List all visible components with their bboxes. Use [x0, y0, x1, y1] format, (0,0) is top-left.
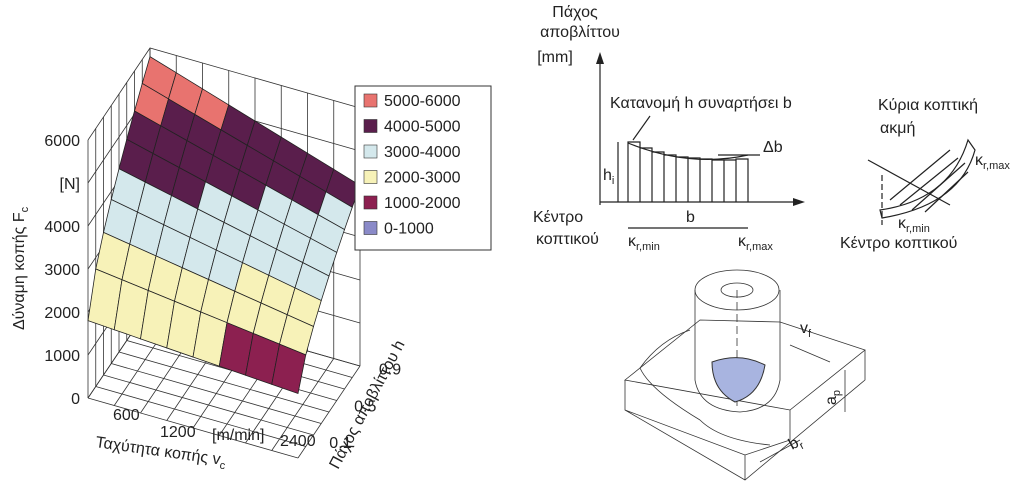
hi-label: hi — [603, 167, 614, 187]
vf-sub: f — [808, 328, 812, 340]
surface-cell — [271, 343, 307, 395]
legend-label: 3000-4000 — [384, 144, 461, 161]
z-tick-label: 1000 — [44, 348, 80, 365]
kmax-label: κr,max — [975, 152, 1010, 172]
k-sub: r,max — [983, 160, 1010, 172]
h-main: h — [603, 167, 612, 184]
bars — [627, 141, 749, 202]
k-main: κ — [738, 233, 747, 250]
center-label: Κέντρο κοπτικού — [840, 235, 957, 252]
cut-area — [711, 357, 766, 403]
kmin-label: κr,min — [628, 233, 660, 253]
legend-label: 5000-6000 — [384, 93, 461, 110]
b-label: b — [686, 209, 695, 226]
z-tick-label: 2000 — [44, 305, 80, 322]
floor-grid — [297, 365, 361, 459]
legend-label: 1000-2000 — [384, 195, 461, 212]
ap-main: a — [823, 396, 840, 405]
ap-label: ap — [823, 390, 843, 405]
br-label: br — [786, 432, 807, 456]
x-label-sub: c — [219, 460, 227, 473]
legend-swatch — [363, 195, 378, 210]
k-sub: r,max — [746, 241, 773, 253]
thickness-diagram: Πάχος αποβλίττου [mm] hi Κατανομή h συνα… — [533, 4, 805, 253]
br-sub: r — [798, 440, 807, 452]
y-label-line: αποβλίττου — [540, 24, 620, 41]
legend-label: 2000-3000 — [384, 170, 461, 187]
z-tick-label: [N] — [60, 176, 80, 193]
y-tick-label: 0.1 — [329, 435, 351, 452]
z-tick-label: 6000 — [44, 133, 80, 150]
legend-swatch — [363, 144, 378, 159]
vf-label: vf — [800, 320, 812, 340]
z-label-main: Δύναμη κοπής F — [11, 212, 28, 330]
x-tick-label: 2400 — [280, 433, 316, 450]
z-tick-label: 0 — [71, 391, 80, 408]
legend-label: 4000-5000 — [384, 119, 461, 136]
origin-label: κοπτικού — [536, 231, 599, 248]
hatching — [889, 149, 969, 213]
z-tick-label: 4000 — [44, 219, 80, 236]
tool-diagram: vf ap br — [624, 269, 866, 481]
legend-swatch — [363, 119, 378, 133]
floor-grid — [271, 358, 335, 451]
k-sub: r,min — [636, 241, 660, 253]
y-tick-label: 0.9 — [379, 362, 401, 379]
z-axis-label: Δύναμη κοπής Fc — [11, 206, 31, 330]
arrow — [596, 52, 604, 64]
vf-main: v — [800, 320, 808, 337]
legend-swatch — [363, 93, 378, 108]
edge-diagram: Κύρια κοπτική ακμή κr,max κr,min Κέντρο … — [840, 97, 1010, 252]
x-tick-label: 600 — [113, 407, 140, 424]
surface-plot: 0 1000 2000 3000 4000 [N] 6000 600 1200 [m/min] 24… — [44, 47, 492, 459]
delta-b: Δb — [763, 139, 783, 156]
feed-arrow — [789, 344, 831, 363]
edge-label: Κύρια κοπτική — [878, 97, 978, 114]
legend-swatch — [363, 170, 378, 184]
cylinder — [694, 290, 781, 413]
h-sub: i — [612, 175, 614, 187]
br-dim — [759, 439, 801, 463]
y-tick-label: 0.5 — [354, 398, 376, 415]
k-main: κ — [898, 215, 907, 232]
k-main: κ — [975, 152, 984, 169]
edge-label: ακμή — [880, 120, 915, 137]
leader — [632, 115, 651, 141]
edge-shape — [867, 138, 976, 219]
y-label-line: Πάχος — [552, 4, 598, 21]
ap-sub: p — [831, 390, 843, 396]
origin-label: Κέντρο — [533, 209, 583, 226]
k-sub: r,min — [906, 223, 930, 235]
wall-grid — [87, 47, 361, 141]
x-label-main: Ταχύτητα κοπής v — [94, 434, 221, 468]
legend-swatch — [363, 221, 378, 235]
z-tick-label: 3000 — [44, 262, 80, 279]
diagram-title: Κατανομή h συναρτήσει b — [610, 95, 792, 112]
block-top — [624, 319, 866, 411]
x-tick-label: 1200 — [160, 424, 196, 441]
legend-box — [354, 85, 492, 251]
k-main: κ — [628, 233, 637, 250]
block-sides — [624, 350, 866, 481]
kmax-label: κr,max — [738, 233, 773, 253]
curve — [627, 142, 749, 161]
x-tick-label: [m/min] — [212, 427, 264, 444]
y-axis-label: Πάχος αποβλίττου h — [327, 338, 409, 472]
floor-grid — [118, 351, 330, 413]
z-label-sub: c — [19, 206, 31, 212]
kmin-label: κr,min — [898, 215, 930, 235]
groove — [639, 329, 771, 446]
legend-label: 0-1000 — [384, 221, 434, 238]
arrow — [793, 198, 805, 206]
y-label-line: [mm] — [537, 49, 573, 66]
